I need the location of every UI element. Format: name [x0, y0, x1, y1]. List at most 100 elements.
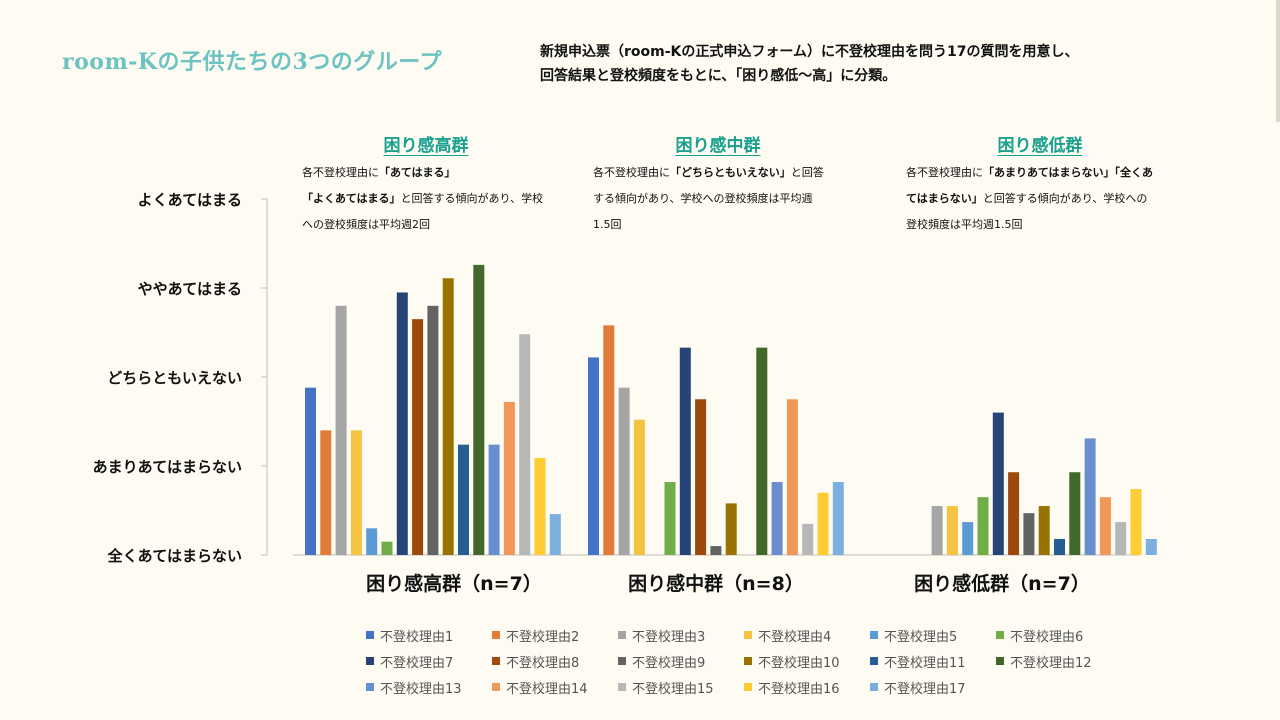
- legend-item: 不登校理由11: [870, 652, 996, 671]
- bar: [618, 387, 630, 555]
- legend-item: 不登校理由4: [744, 626, 870, 645]
- group-heading-low: 困り感低群: [997, 136, 1083, 156]
- bar: [335, 305, 347, 555]
- slide-description-line-1: 新規申込票（room-Kの正式申込フォーム）に不登校理由を問う17の質問を用意し…: [540, 44, 1079, 60]
- bar: [1084, 438, 1096, 555]
- legend-label: 不登校理由4: [758, 629, 832, 645]
- header-edge-shadow: [1276, 0, 1280, 122]
- legend-item: 不登校理由8: [492, 652, 618, 671]
- group-description-high-line-3: への登校頻度は平均週2回: [302, 218, 430, 231]
- legend-item: 不登校理由15: [618, 678, 744, 697]
- bar: [442, 278, 454, 555]
- legend-swatch: [870, 657, 878, 665]
- bar: [725, 503, 737, 555]
- bar: [832, 482, 844, 555]
- group-description-low-line-3: 登校頻度は平均週1.5回: [906, 218, 1023, 231]
- chart-legend: 不登校理由1 不登校理由2 不登校理由3 不登校理由4 不登校理由5 不登校理由6 不登校理…: [366, 626, 1166, 697]
- bar: [771, 482, 783, 555]
- legend-item: 不登校理由9: [618, 652, 744, 671]
- bar: [710, 546, 722, 555]
- legend-item: 不登校理由10: [744, 652, 870, 671]
- bar: [427, 305, 439, 555]
- y-tick-label: よくあてはまる: [138, 191, 242, 209]
- legend-label: 不登校理由9: [632, 655, 706, 671]
- legend-swatch: [996, 631, 1004, 639]
- legend-swatch: [366, 631, 374, 639]
- bar: [305, 387, 316, 555]
- bar: [1115, 522, 1127, 555]
- legend-swatch: [870, 683, 878, 691]
- legend-swatch: [744, 657, 752, 665]
- bar: [320, 430, 332, 555]
- group-description-middle: 各不登校理由に「どちらともいえない」と回答 する傾向があり、学校への登校頻度は平…: [593, 160, 824, 238]
- bar: [679, 347, 691, 555]
- legend-swatch: [744, 683, 752, 691]
- bar: [977, 497, 989, 555]
- slide-description-line-2: 回答結果と登校頻度をもとに、「困り感低〜高」に分類。: [540, 68, 897, 84]
- bar: [396, 292, 408, 555]
- legend-label: 不登校理由15: [632, 681, 714, 697]
- bar: [756, 347, 768, 555]
- legend-swatch: [996, 657, 1004, 665]
- legend-item: 不登校理由5: [870, 626, 996, 645]
- bar: [664, 482, 676, 555]
- legend-item: 不登校理由2: [492, 626, 618, 645]
- legend-item: 不登校理由17: [870, 678, 996, 697]
- x-category-label: 困り感高群（n=7）: [366, 572, 542, 595]
- y-tick-label: どちらともいえない: [107, 369, 242, 387]
- bar: [603, 325, 615, 555]
- bar: [1069, 472, 1081, 555]
- bar: [534, 457, 546, 555]
- legend-item: 不登校理由13: [366, 678, 492, 697]
- group-heading-middle: 困り感中群: [675, 136, 761, 156]
- legend-label: 不登校理由3: [632, 629, 706, 645]
- bar: [588, 357, 599, 555]
- group-description-low: 各不登校理由に「あまりあてはまらない」「全くあ てはまらない」と回答する傾向があ…: [906, 160, 1153, 238]
- legend-label: 不登校理由8: [506, 655, 580, 671]
- legend-label: 不登校理由12: [1010, 655, 1092, 671]
- bar: [1130, 489, 1142, 555]
- bar: [1054, 538, 1065, 555]
- group-description-high: 各不登校理由に「あてはまる」 「よくあてはまる」と回答する傾向があり、学校 への…: [302, 160, 543, 238]
- bar: [412, 319, 424, 555]
- legend-swatch: [366, 683, 374, 691]
- legend-swatch: [366, 657, 374, 665]
- bar: [786, 399, 798, 555]
- legend-label: 不登校理由6: [1010, 629, 1084, 645]
- legend-swatch: [492, 683, 500, 691]
- bar: [549, 514, 561, 555]
- legend-swatch: [618, 657, 626, 665]
- group-description-high-line-2: 「よくあてはまる」と回答する傾向があり、学校: [302, 192, 544, 205]
- legend-label: 不登校理由2: [506, 629, 580, 645]
- bar: [992, 412, 1004, 555]
- bar: [1008, 472, 1020, 555]
- slide-title: room-Kの子供たちの3つのグループ: [62, 49, 442, 75]
- legend-swatch: [618, 683, 626, 691]
- legend-item: 不登校理由1: [366, 626, 492, 645]
- bar: [350, 430, 362, 555]
- legend-label: 不登校理由13: [380, 681, 462, 697]
- bar: [817, 492, 829, 555]
- bar: [931, 506, 943, 555]
- slide-description: 新規申込票（room-Kの正式申込フォーム）に不登校理由を問う17の質問を用意し…: [540, 40, 1180, 88]
- y-tick-label: あまりあてはまらない: [93, 458, 242, 476]
- legend-item: 不登校理由3: [618, 626, 744, 645]
- bar: [503, 401, 515, 555]
- bar: [962, 522, 974, 555]
- bar: [458, 444, 469, 555]
- legend-label: 不登校理由17: [884, 681, 966, 697]
- bar: [1099, 497, 1111, 555]
- legend-label: 不登校理由11: [884, 655, 966, 671]
- bar: [366, 528, 378, 555]
- group-description-low-line-2: てはまらない」と回答する傾向があり、学校への: [906, 192, 1148, 205]
- legend-label: 不登校理由16: [758, 681, 840, 697]
- group-description-low-line-1: 各不登校理由に「あまりあてはまらない」「全くあ: [906, 166, 1154, 179]
- x-category-label: 困り感中群（n=8）: [628, 572, 804, 595]
- bar: [1038, 506, 1050, 555]
- bar: [381, 541, 393, 555]
- legend-label: 不登校理由14: [506, 681, 588, 697]
- bar: [1145, 538, 1157, 555]
- legend-swatch: [870, 631, 878, 639]
- legend-swatch: [618, 631, 626, 639]
